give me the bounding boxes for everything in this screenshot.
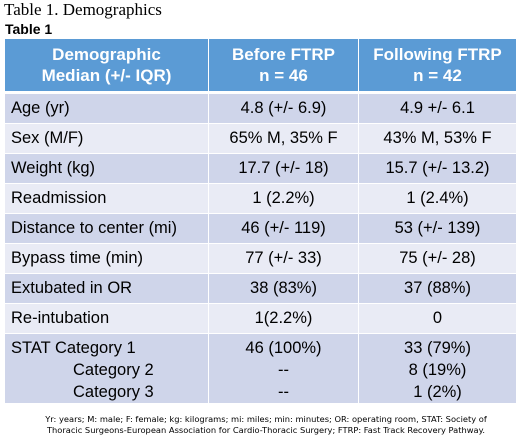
stat-category-1-label: STAT Category 1 — [11, 339, 136, 357]
before-value: 65% M, 35% F — [208, 123, 359, 154]
following-value: 37 (88%) — [358, 273, 517, 304]
header-line2: n = 46 — [259, 66, 308, 85]
header-following-ftrp: Following FTRP n = 42 — [358, 38, 517, 94]
row-label: Re-intubation — [4, 303, 209, 334]
row-label: Readmission — [4, 183, 209, 214]
stat-category-1-following: 33 (79%) — [404, 339, 471, 357]
table-footnote: Yr: years; M: male; F: female; kg: kilog… — [28, 414, 504, 436]
header-line2: Median (+/- IQR) — [41, 66, 172, 85]
stat-labels: STAT Category 1 Category 2 Category 3 — [4, 333, 209, 404]
table-row: Age (yr) 4.8 (+/- 6.9) 4.9 +/- 6.1 — [4, 92, 517, 124]
footnote-line2: Thoracic Surgeons-European Association f… — [46, 425, 486, 435]
stat-category-3-label: Category 3 — [73, 383, 154, 401]
header-before-ftrp: Before FTRP n = 46 — [208, 38, 359, 94]
table-row: Bypass time (min) 77 (+/- 33) 75 (+/- 28… — [4, 243, 517, 274]
table-row: Extubated in OR 38 (83%) 37 (88%) — [4, 273, 517, 304]
following-value: 0 — [358, 303, 517, 334]
stat-category-2-following: 8 (19%) — [408, 361, 467, 379]
following-value: 53 (+/- 139) — [358, 213, 517, 244]
row-label: Bypass time (min) — [4, 243, 209, 274]
row-label: Sex (M/F) — [4, 123, 209, 154]
table-header: Demographic Median (+/- IQR) Before FTRP… — [4, 38, 517, 94]
row-label: Distance to center (mi) — [4, 213, 209, 244]
table-body: Age (yr) 4.8 (+/- 6.9) 4.9 +/- 6.1 Sex (… — [4, 92, 517, 404]
table-label: Table 1 — [5, 21, 53, 37]
before-value: 17.7 (+/- 18) — [208, 153, 359, 184]
following-value: 1 (2.4%) — [358, 183, 517, 214]
stat-category-1-before: 46 (100%) — [245, 339, 322, 357]
stat-category-2-label: Category 2 — [73, 361, 154, 379]
row-label: Age (yr) — [4, 92, 209, 124]
before-value: 4.8 (+/- 6.9) — [208, 92, 359, 124]
stat-category-3-before: -- — [278, 383, 289, 401]
table-row: Sex (M/F) 65% M, 35% F 43% M, 53% F — [4, 123, 517, 154]
following-value: 4.9 +/- 6.1 — [358, 92, 517, 124]
following-value: 43% M, 53% F — [358, 123, 517, 154]
table-row: Weight (kg) 17.7 (+/- 18) 15.7 (+/- 13.2… — [4, 153, 517, 184]
header-line2: n = 42 — [413, 66, 462, 85]
row-label: Extubated in OR — [4, 273, 209, 304]
stat-category-row: STAT Category 1 Category 2 Category 3 46… — [4, 333, 517, 404]
before-value: 46 (+/- 119) — [208, 213, 359, 244]
stat-following-values: 33 (79%) 8 (19%) 1 (2%) — [358, 333, 517, 404]
before-value: 38 (83%) — [208, 273, 359, 304]
stat-category-3-following: 1 (2%) — [413, 383, 462, 401]
header-line1: Demographic — [52, 45, 161, 64]
following-value: 15.7 (+/- 13.2) — [358, 153, 517, 184]
demographics-table-container: Demographic Median (+/- IQR) Before FTRP… — [4, 38, 517, 404]
table-row: Readmission 1 (2.2%) 1 (2.4%) — [4, 183, 517, 214]
header-line1: Before FTRP — [232, 45, 335, 64]
header-line1: Following FTRP — [373, 45, 502, 64]
before-value: 77 (+/- 33) — [208, 243, 359, 274]
header-demographic: Demographic Median (+/- IQR) — [4, 38, 209, 94]
before-value: 1 (2.2%) — [208, 183, 359, 214]
stat-category-2-before: -- — [278, 361, 289, 379]
header-row: Demographic Median (+/- IQR) Before FTRP… — [4, 38, 517, 94]
table-row: Distance to center (mi) 46 (+/- 119) 53 … — [4, 213, 517, 244]
document-title: Table 1. Demographics — [4, 0, 162, 19]
demographics-table: Demographic Median (+/- IQR) Before FTRP… — [4, 38, 517, 404]
row-label: Weight (kg) — [4, 153, 209, 184]
footnote-line1: Yr: years; M: male; F: female; kg: kilog… — [45, 414, 487, 424]
stat-before-values: 46 (100%) -- -- — [208, 333, 359, 404]
table-row: Re-intubation 1(2.2%) 0 — [4, 303, 517, 334]
before-value: 1(2.2%) — [208, 303, 359, 334]
following-value: 75 (+/- 28) — [358, 243, 517, 274]
